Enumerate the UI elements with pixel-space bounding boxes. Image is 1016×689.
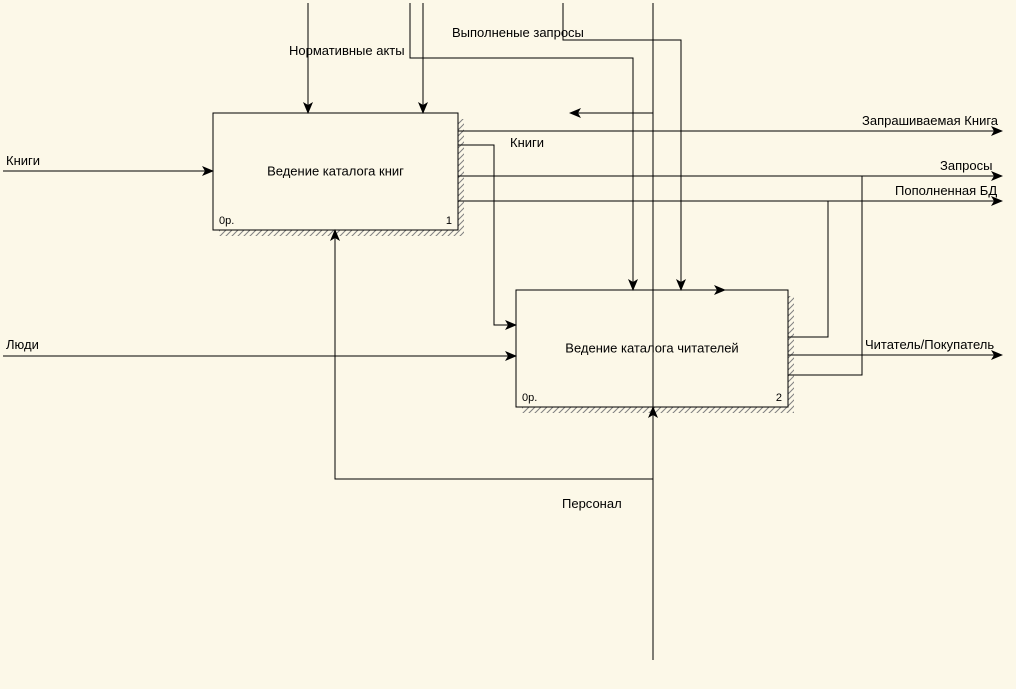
label-zaprosy: Запросы <box>940 158 992 173</box>
label-vypolnenye_zaprosy: Выполненые запросы <box>452 25 584 40</box>
label-chitatel_pokupatel: Читатель/Покупатель <box>865 337 994 352</box>
activity-corner-right-b2: 2 <box>776 392 782 404</box>
label-popolnennaya_bd: Пополненная БД <box>895 183 997 198</box>
label-knigi_in: Книги <box>6 153 40 168</box>
activity-corner-right-b1: 1 <box>446 215 452 227</box>
activity-title-b1: Ведение каталога книг <box>267 164 404 179</box>
box-shadow-bottom <box>219 230 464 236</box>
box-shadow-right <box>458 119 464 236</box>
activity-corner-left-b2: 0р. <box>522 392 537 404</box>
activity-title-b2: Ведение каталога читателей <box>565 341 738 356</box>
label-normativnye_akty: Нормативные акты <box>289 43 405 58</box>
label-zaprashivaemaya_kniga: Запрашиваемая Книга <box>862 113 999 128</box>
label-lyudi_in: Люди <box>6 337 39 352</box>
arrow-5 <box>563 3 681 290</box>
box-shadow-bottom <box>522 407 794 413</box>
label-knigi_mid: Книги <box>510 135 544 150</box>
label-personal: Персонал <box>562 496 622 511</box>
arrow-11 <box>458 145 516 325</box>
idef0-diagram: Ведение каталога книг 0р. 1 Ведение каталог… <box>0 0 1016 689</box>
arrow-17 <box>788 176 862 375</box>
activity-corner-left-b1: 0р. <box>219 215 234 227</box>
